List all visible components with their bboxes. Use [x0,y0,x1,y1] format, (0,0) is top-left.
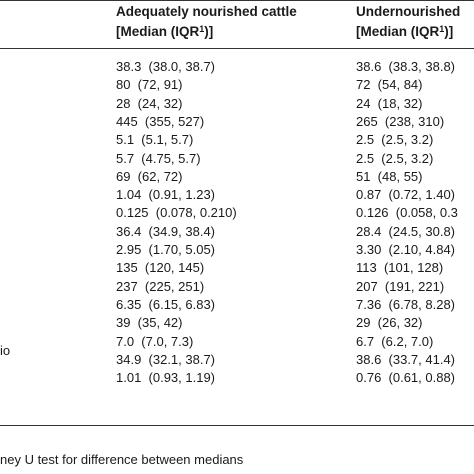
cell-undernourished: 72 (54, 84) [356,77,423,93]
column-header-undernourished: Undernourished [Median (IQR1)] [356,2,460,42]
cell-adequately-nourished: 445 (355, 527) [116,113,205,129]
cell-undernourished: 38.6 (33.7, 41.4) [356,351,456,367]
cell-undernourished: 2.5 (2.5, 3.2) [356,150,434,166]
cell-undernourished: 265 (238, 310) [356,113,445,129]
cell-undernourished: 29 (26, 32) [356,315,423,331]
column-header-adequately-nourished: Adequately nourished cattle [Median (IQR… [116,2,297,42]
cell-adequately-nourished: 69 (62, 72) [116,168,183,184]
cell-undernourished: 24 (18, 32) [356,95,423,111]
cell-adequately-nourished: 5.1 (5.1, 5.7) [116,132,194,148]
cell-undernourished: 28.4 (24.5, 30.8) [356,223,456,239]
bottom-rule [0,425,474,426]
cell-undernourished: 7.36 (6.78, 8.28) [356,296,456,312]
header-line-2: [Median (IQR1)] [116,24,214,39]
cell-undernourished: 6.7 (6.2, 7.0) [356,333,434,349]
footnote-marker: 1 [439,24,445,34]
cell-undernourished: 3.30 (2.10, 4.84) [356,242,456,257]
cell-undernourished: 0.87 (0.72, 1.40) [356,187,456,203]
cell-adequately-nourished: 7.0 (7.0, 7.3) [116,333,194,349]
cell-adequately-nourished: 2.95 (1.70, 5.05) [116,242,216,257]
cell-adequately-nourished: 135 (120, 145) [116,260,205,276]
footnote-marker: 1 [199,24,205,34]
cell-undernourished: 0.76 (0.61, 0.88) [356,370,456,386]
header-line-1: Undernourished [356,4,461,19]
row-label-fragment: io [0,343,11,358]
footnote: ney U test for difference between median… [0,452,244,467]
cell-adequately-nourished: 6.35 (6.15, 6.83) [116,296,216,312]
cell-adequately-nourished: 237 (225, 251) [116,278,205,294]
cell-adequately-nourished: 1.04 (0.91, 1.23) [116,187,216,203]
cell-adequately-nourished: 0.125 (0.078, 0.210) [116,205,237,221]
cell-adequately-nourished: 1.01 (0.93, 1.19) [116,370,216,386]
cell-undernourished: 0.126 (0.058, 0.3 [356,205,458,221]
top-rule [0,0,474,1]
cell-adequately-nourished: 34.9 (32.1, 38.7) [116,351,216,367]
cell-adequately-nourished: 38.3 (38.0, 38.7) [116,59,216,74]
cell-undernourished: 207 (191, 221) [356,278,445,294]
cell-undernourished: 2.5 (2.5, 3.2) [356,132,434,148]
cell-adequately-nourished: 39 (35, 42) [116,315,183,331]
header-line-2: [Median (IQR1)] [356,24,454,39]
cell-adequately-nourished: 80 (72, 91) [116,77,183,93]
cell-undernourished: 113 (101, 128) [356,260,444,276]
cell-adequately-nourished: 36.4 (34.9, 38.4) [116,223,216,239]
cell-undernourished: 51 (48, 55) [356,168,423,184]
header-line-1: Adequately nourished cattle [116,4,297,19]
cell-undernourished: 38.6 (38.3, 38.8) [356,59,456,74]
cell-adequately-nourished: 5.7 (4.75, 5.7) [116,150,201,166]
cell-adequately-nourished: 28 (24, 32) [116,95,183,111]
header-rule [0,48,474,49]
